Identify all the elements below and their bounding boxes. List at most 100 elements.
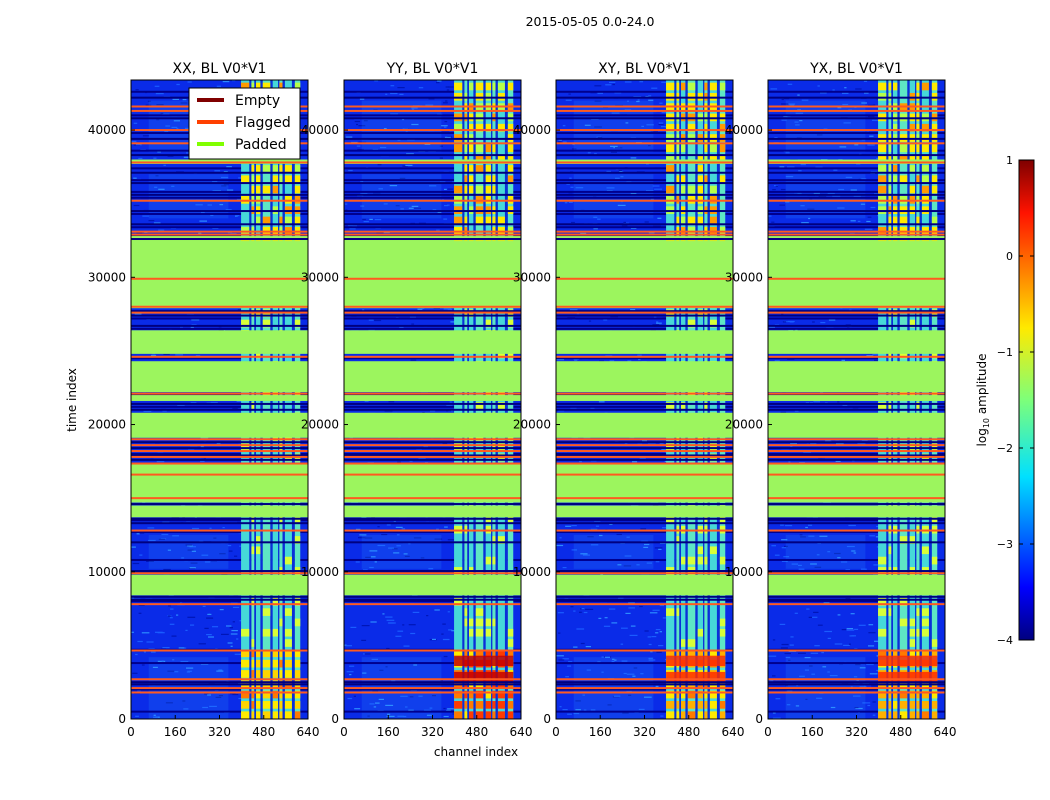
flagged-line: [344, 444, 521, 447]
noise-speck: [787, 358, 795, 360]
noise-speck: [588, 320, 592, 322]
burst-cell: [507, 175, 514, 184]
empty-line: [768, 193, 945, 196]
noise-speck: [132, 562, 140, 565]
noise-speck: [812, 516, 818, 518]
burst-cell: [878, 402, 887, 410]
burst-cell: [666, 649, 675, 658]
noise-speck: [399, 177, 406, 179]
flagged-line: [344, 199, 521, 202]
noise-speck: [393, 552, 400, 554]
noise-speck: [866, 355, 874, 357]
noise-speck: [587, 152, 591, 154]
noise-speck: [212, 227, 219, 229]
noise-speck: [176, 614, 179, 616]
noise-speck: [452, 181, 455, 183]
noise-speck: [346, 671, 354, 673]
dark-strip: [556, 662, 733, 665]
dark-strip: [344, 132, 521, 135]
burst-cell: [469, 649, 474, 658]
burst-cell: [921, 144, 929, 153]
empty-line: [556, 402, 733, 405]
burst-cell: [697, 649, 704, 658]
noise-speck: [575, 700, 581, 702]
noise-speck: [626, 536, 630, 538]
empty-line: [131, 210, 308, 213]
burst-cell: [492, 216, 496, 225]
burst-cell: [284, 628, 292, 637]
noise-speck: [768, 215, 772, 217]
noise-speck: [396, 545, 401, 547]
noise-speck: [236, 215, 240, 217]
noise-speck: [660, 715, 664, 717]
noise-speck: [798, 564, 802, 566]
burst-cell: [681, 216, 686, 225]
padded-band: [556, 361, 733, 393]
noise-speck: [137, 640, 143, 643]
noise-speck: [627, 100, 629, 102]
noise-speck: [189, 567, 196, 570]
noise-speck: [154, 186, 158, 188]
noise-speck: [572, 143, 575, 146]
burst-cell: [921, 690, 929, 699]
noise-speck: [828, 319, 836, 321]
burst-cell: [492, 536, 496, 544]
burst-cell: [469, 82, 474, 91]
noise-speck: [573, 358, 579, 360]
noise-speck: [780, 411, 787, 413]
noise-speck: [594, 153, 597, 155]
noise-speck: [424, 143, 431, 145]
noise-speck: [374, 319, 382, 322]
dark-strip: [768, 452, 945, 455]
noise-speck: [662, 527, 670, 529]
noise-speck: [413, 207, 421, 209]
noise-speck: [590, 544, 599, 546]
noise-speck: [823, 502, 831, 504]
burst-cell: [719, 82, 726, 91]
noise-speck: [653, 316, 657, 318]
noise-speck: [810, 443, 817, 445]
haze-region: [361, 100, 442, 153]
burst-cell: [687, 690, 696, 699]
burst-cell: [878, 175, 887, 184]
burst-cell: [916, 649, 920, 658]
noise-speck: [621, 627, 628, 629]
noise-speck: [618, 597, 624, 599]
burst-cell: [464, 701, 468, 709]
y-tick-label: 10000: [725, 565, 763, 579]
noise-speck: [801, 99, 809, 101]
burst-hot-block: [666, 671, 726, 683]
noise-speck: [805, 402, 810, 404]
padded-band: [556, 462, 733, 503]
burst-cell: [251, 82, 255, 91]
padded-band: [131, 412, 308, 438]
burst-cell: [921, 546, 929, 555]
noise-speck: [369, 218, 373, 220]
noise-speck: [654, 188, 663, 190]
noise-speck: [819, 392, 824, 394]
noise-speck: [133, 204, 140, 207]
empty-line: [344, 182, 521, 185]
burst-cell: [464, 144, 468, 153]
burst-cell: [666, 402, 675, 410]
burst-cell: [507, 165, 514, 173]
burst-cell: [909, 144, 916, 153]
empty-line: [131, 238, 308, 241]
noise-speck: [397, 461, 401, 463]
burst-cell: [454, 144, 463, 153]
noise-speck: [848, 643, 851, 645]
flagged-line: [768, 305, 945, 308]
burst-cell: [878, 608, 887, 616]
flagged-line: [768, 497, 945, 500]
noise-speck: [163, 164, 166, 166]
noise-speck: [779, 623, 786, 625]
noise-speck: [855, 664, 861, 666]
noise-speck: [359, 98, 365, 100]
x-tick-label: 640: [934, 725, 957, 739]
empty-line: [556, 570, 733, 573]
dark-strip: [556, 190, 733, 193]
noise-speck: [612, 696, 620, 698]
empty-line: [131, 223, 308, 226]
noise-speck: [655, 632, 659, 634]
noise-speck: [795, 329, 798, 331]
